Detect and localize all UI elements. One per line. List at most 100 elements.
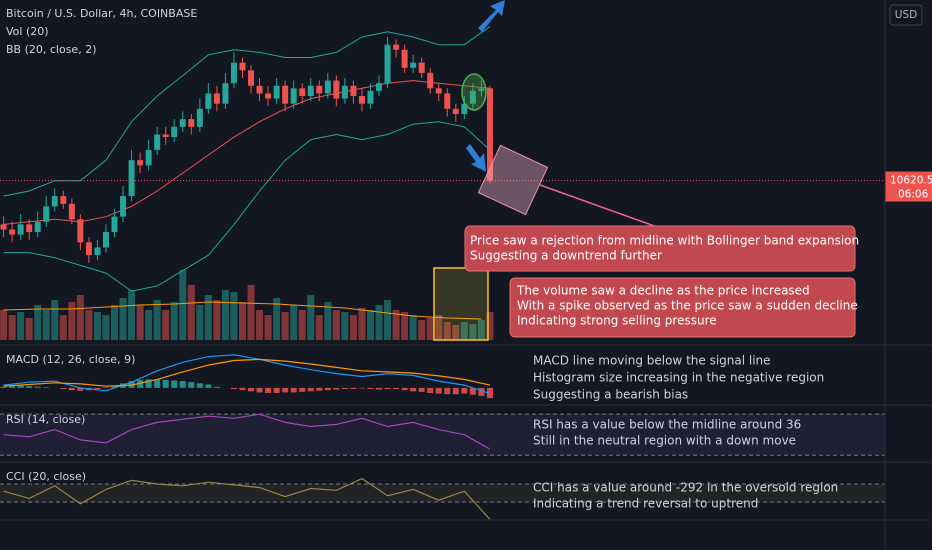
volume-bar	[358, 308, 366, 340]
histogram-bar	[376, 387, 383, 390]
candle-body	[162, 134, 169, 138]
last-price: 10620.55	[890, 175, 932, 187]
histogram-bar	[111, 385, 118, 388]
volume-bar	[59, 315, 67, 340]
annotation-line: Suggesting a downtrend further	[470, 249, 662, 263]
annotation-line: The volume saw a decline as the price in…	[516, 284, 810, 298]
candle-body	[376, 83, 383, 91]
annotation-line: Suggesting a bearish bias	[533, 388, 688, 402]
histogram-bar	[427, 387, 434, 394]
volume-bar	[179, 270, 187, 340]
candle-body	[469, 90, 476, 104]
histogram-bar	[9, 386, 16, 388]
candle-body	[77, 219, 84, 243]
band-fill	[0, 483, 885, 502]
candle-body	[85, 242, 92, 256]
volume-bar	[93, 312, 101, 340]
histogram-bar	[316, 387, 323, 391]
volume-bar	[307, 295, 315, 340]
chart-title: Bitcoin / U.S. Dollar, 4h, COINBASE	[6, 7, 197, 20]
connector	[539, 184, 661, 229]
volume-bar	[443, 322, 451, 340]
annotation-line: Indicating strong selling pressure	[517, 314, 717, 328]
panel-title: RSI (14, close)	[6, 413, 85, 426]
candle-body	[128, 160, 135, 197]
histogram-bar	[17, 385, 24, 388]
candle-body	[316, 85, 323, 94]
histogram-bar	[145, 379, 152, 388]
candle-body	[94, 247, 101, 256]
labels: Bitcoin / U.S. Dollar, 4h, COINBASE Vol …	[6, 7, 932, 511]
histogram-bar	[273, 387, 280, 394]
countdown: 06:06	[898, 189, 929, 201]
volume-bar	[128, 290, 136, 340]
histogram-bar	[230, 387, 237, 390]
histogram-bar	[248, 387, 255, 392]
candle-body	[248, 70, 255, 86]
volume-bar	[85, 310, 93, 340]
volume-bar	[315, 315, 323, 340]
line-series	[3, 354, 491, 395]
volume-bar	[392, 310, 400, 340]
volume-bar	[401, 312, 409, 340]
line-series	[3, 358, 491, 387]
histogram-bar	[478, 387, 485, 396]
volume-bar	[162, 310, 170, 340]
histogram-bar	[239, 387, 246, 391]
volume-bar	[409, 315, 417, 340]
candle-body	[0, 224, 7, 230]
histogram-bar	[60, 387, 67, 390]
volume-bar	[341, 312, 349, 340]
candle-body	[205, 93, 212, 109]
candle-body	[410, 62, 417, 68]
volume-bar	[230, 292, 238, 340]
volume-bar	[469, 324, 477, 340]
candle-body	[239, 62, 246, 71]
volume-bar	[0, 310, 8, 340]
volume-bar	[290, 305, 298, 340]
volume-bar	[332, 310, 340, 340]
volume-bar	[221, 290, 229, 340]
histogram-bar	[205, 384, 212, 388]
histogram-bar	[196, 383, 203, 388]
volume-bar	[34, 305, 42, 340]
candle-body	[188, 119, 195, 127]
candle-body	[17, 224, 24, 235]
histogram-bar	[384, 387, 391, 390]
volume-bar	[247, 285, 255, 340]
histogram-bar	[307, 387, 314, 392]
volume-bar	[264, 315, 272, 340]
candle-body	[34, 221, 41, 233]
histogram-bar	[68, 387, 75, 391]
volume-bar	[281, 312, 289, 340]
histogram-bar	[128, 381, 135, 388]
panel-title: CCI (20, close)	[6, 470, 86, 483]
volume-bar	[42, 310, 50, 340]
histogram-bar	[43, 387, 50, 388]
currency: USD	[895, 9, 917, 21]
volume-bar	[324, 302, 332, 340]
annotation-line: Histogram size increasing in the negativ…	[533, 371, 824, 385]
volume-bar	[102, 315, 110, 340]
line-series	[3, 121, 491, 292]
candle-body	[393, 44, 400, 50]
volume-bar	[460, 322, 468, 340]
histogram-bar	[77, 387, 84, 391]
last-price-box	[885, 171, 932, 202]
volume-bar	[8, 315, 16, 340]
volume-bar	[119, 298, 127, 340]
volume-bar	[375, 305, 383, 340]
volume-bar	[426, 318, 434, 340]
candle-body	[51, 196, 58, 207]
histogram-bar	[94, 387, 101, 390]
volume-bar	[366, 310, 374, 340]
histogram-bar	[410, 387, 417, 392]
histogram-bar	[435, 387, 442, 394]
indicator-label: Vol (20)	[6, 25, 49, 38]
candle-body	[265, 93, 272, 99]
candle-body	[102, 232, 109, 248]
histogram-bar	[358, 387, 365, 389]
annotation-line: Still in the neutral region with a down …	[533, 434, 796, 448]
annotation-line: MACD line moving below the signal line	[533, 354, 771, 368]
